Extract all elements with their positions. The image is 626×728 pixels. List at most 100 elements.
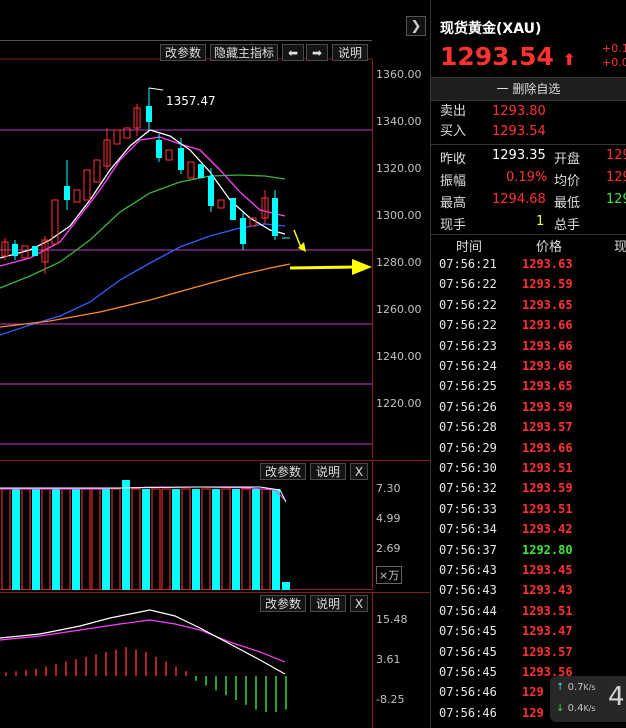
main-params-button[interactable]: 改参数 — [160, 44, 206, 61]
tick-time: 07:56:30 — [439, 461, 497, 475]
annotation-arrow-big — [289, 265, 356, 270]
volume-bar — [172, 489, 180, 590]
volume-bar — [12, 489, 20, 590]
main-chart-area[interactable]: 1357.47 改参数 隐藏主指标 ⬅ ➡ 说明 1360.00 1340.00… — [0, 40, 430, 458]
volume-bar — [91, 488, 101, 590]
tick-time: 07:56:24 — [439, 359, 497, 373]
volume-close-button[interactable]: X — [350, 463, 368, 480]
volume-bar — [131, 488, 141, 590]
volume-unit-label[interactable]: ×万 — [376, 566, 403, 584]
volume-bar — [72, 489, 80, 590]
y-tick: 1340.00 — [376, 115, 422, 128]
volume-bar — [52, 489, 60, 590]
tick-time: 07:56:33 — [439, 501, 497, 516]
main-explain-button[interactable]: 说明 — [332, 44, 368, 61]
open-label: 开盘 — [554, 152, 581, 167]
tick-row: 07:56:46 129 — [430, 682, 626, 703]
candlestick-chart — [0, 58, 373, 458]
volume-params-button[interactable]: 改参数 — [260, 463, 306, 480]
hide-main-indicator-button[interactable]: 隐藏主指标 — [210, 44, 278, 61]
total-hand-label: 总手 — [554, 218, 581, 233]
candles — [1, 87, 290, 274]
ticks-header-volume: 现 — [614, 240, 626, 255]
last-price-value: 1293.54 — [440, 42, 554, 71]
tick-price: 1293.66 — [522, 338, 573, 353]
buy-row: 买入 — [440, 124, 467, 139]
y-tick: 1240.00 — [376, 350, 422, 363]
tick-price: 1293.56 — [522, 665, 573, 679]
tick-row: 07:56:33 1293.51 — [430, 499, 626, 520]
macd-explain-button[interactable]: 说明 — [310, 595, 346, 612]
tick-time: 07:56:43 — [439, 563, 497, 577]
volume-bar — [221, 488, 231, 590]
tick-time: 07:56:29 — [439, 440, 497, 455]
tick-row: 07:56:30 1293.51 — [430, 458, 626, 479]
tick-list[interactable]: 07:56:21 1293.63 07:56:22 1293.59 07:56:22 12… — [430, 254, 626, 728]
ma-line-green — [0, 174, 286, 289]
volume-bar — [252, 489, 260, 590]
tick-price: 1293.66 — [522, 318, 573, 333]
volume-panel[interactable]: 改参数 说明 X 7.30 4.99 2.69 ×万 — [0, 460, 430, 590]
tick-row: 07:56:29 1293.66 — [430, 438, 626, 459]
tick-price: 1293.65 — [522, 297, 573, 312]
tick-time: 07:56:26 — [439, 399, 497, 414]
volume-bar — [161, 488, 171, 590]
ticks-header-price: 价格 — [536, 240, 563, 255]
tick-price: 1293.42 — [522, 522, 573, 537]
volume-bar — [102, 489, 110, 590]
volume-bar — [241, 488, 251, 590]
current-hand-value: 1 — [536, 214, 545, 229]
download-icon: ↓ — [556, 703, 565, 714]
tick-row: 07:56:43 1293.43 — [430, 580, 626, 601]
remove-watchlist-button[interactable]: 一 删除自选 — [431, 77, 626, 101]
volume-explain-button[interactable]: 说明 — [310, 463, 346, 480]
upload-speed: 0.7 — [567, 682, 584, 693]
tick-row: 07:56:22 1293.59 — [430, 274, 626, 295]
high-label: 最高 — [440, 196, 467, 211]
tick-time: 07:56:22 — [439, 297, 497, 312]
macd-y-tick: -8.25 — [376, 693, 405, 706]
tick-time: 07:56:46 — [439, 685, 497, 700]
tick-row: 07:56:32 1293.59 — [430, 478, 626, 499]
high-annotation-label: 1357.47 — [166, 94, 216, 108]
upload-icon: ↑ — [556, 682, 565, 693]
tick-time: 07:56:45 — [439, 665, 497, 679]
last-price: 1293.54 ⬆ — [440, 42, 576, 71]
volume-bar — [142, 489, 150, 590]
change-value: +0.1 — [602, 42, 626, 55]
volume-bar — [192, 489, 200, 590]
volume-bar — [21, 488, 31, 590]
volume-bar — [212, 489, 220, 590]
tick-row: 07:56:24 1293.66 — [430, 356, 626, 377]
tick-price: 1293.59 — [522, 277, 573, 292]
tick-price: 1293.57 — [522, 644, 573, 659]
macd-chart — [0, 592, 430, 728]
amplitude-label: 振幅 — [440, 174, 467, 189]
tick-time: 07:56:37 — [439, 542, 497, 557]
avg-price-label: 均价 — [554, 174, 581, 189]
buy-value: 1293.54 — [492, 124, 546, 139]
quote-panel: 现货黄金(XAU) 1293.54 ⬆ +0.1 +0.0 一 删除自选 卖出 … — [430, 0, 626, 728]
collapse-panel-button[interactable]: ❯ — [406, 16, 426, 36]
volume-bar — [1, 488, 11, 590]
tick-row: 07:56:45 1293.56 — [430, 662, 626, 683]
tick-row: 07:56:26 1293.59 — [430, 397, 626, 418]
download-unit: K/s — [583, 704, 596, 713]
upload-unit: K/s — [583, 683, 596, 692]
y-tick: 1280.00 — [376, 256, 422, 269]
tick-row: 07:56:23 1293.66 — [430, 336, 626, 357]
ma-line-blue — [0, 223, 286, 336]
tick-row: 07:56:22 1293.65 — [430, 295, 626, 316]
tick-time: 07:56:25 — [439, 379, 497, 394]
high-value: 1294.68 — [492, 192, 546, 207]
arrow-left-button[interactable]: ⬅ — [282, 44, 304, 61]
macd-panel[interactable]: 改参数 说明 X 15.48 3.61 -8.25 — [0, 592, 430, 728]
tick-price: 129 — [522, 685, 544, 700]
tick-row: 07:56:44 1293.51 — [430, 601, 626, 622]
macd-params-button[interactable]: 改参数 — [260, 595, 306, 612]
macd-close-button[interactable]: X — [350, 595, 368, 612]
arrow-right-button[interactable]: ➡ — [306, 44, 328, 61]
volume-bar — [111, 488, 121, 590]
ma-line-magenta — [0, 136, 286, 267]
tick-price: 129 — [522, 705, 544, 720]
